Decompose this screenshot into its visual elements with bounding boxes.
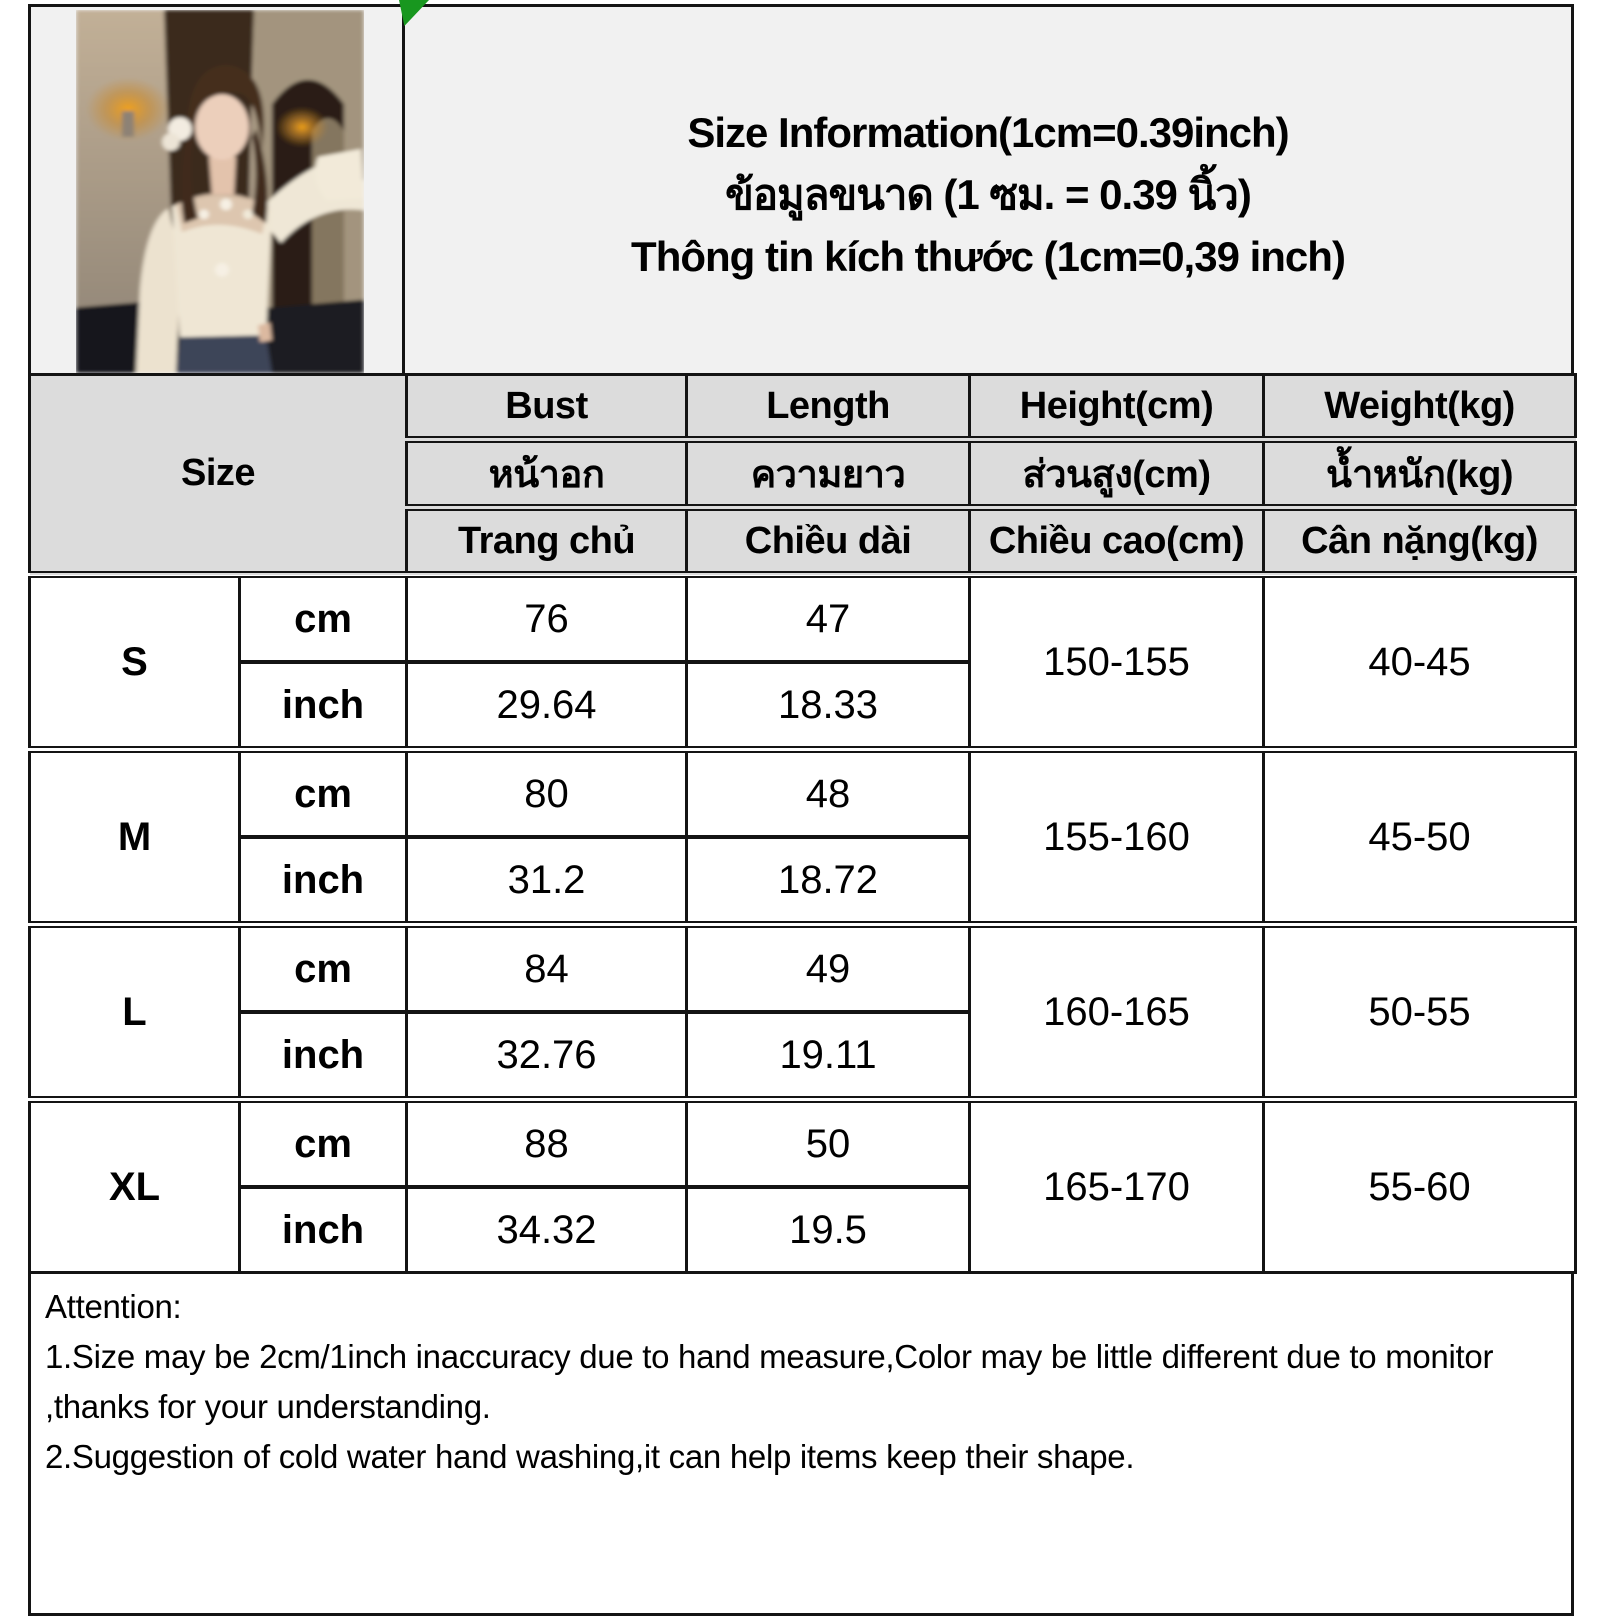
title-english: Size Information(1cm=0.39inch) xyxy=(687,109,1289,156)
header-weight-en: Weight(kg) xyxy=(1262,373,1578,441)
attention-note-1: 1.Size may be 2cm/1inch inaccuracy due t… xyxy=(45,1338,1494,1426)
unit-label-cm: cm xyxy=(237,571,409,664)
unit-label-inch: inch xyxy=(237,1010,409,1101)
size-row-s-cm: S cm 76 47 150-155 40-45 xyxy=(28,571,1578,751)
header-bust-th: หน้าอก xyxy=(405,436,689,509)
attention-note-2: 2.Suggestion of cold water hand washing,… xyxy=(45,1438,1135,1476)
header-height-en: Height(cm) xyxy=(968,373,1266,441)
size-info-header: Size Information(1cm=0.39inch) ข้อมูลขนา… xyxy=(405,4,1574,376)
xl-bust-inch: 34.32 xyxy=(405,1185,689,1274)
header-row-english: Size Bust Length Height(cm) Weight(kg) xyxy=(27,373,1578,576)
attention-section: Attention: 1.Size may be 2cm/1inch inacc… xyxy=(28,1271,1574,1616)
xl-weight-range: 55-60 xyxy=(1262,1096,1578,1274)
m-length-inch: 18.72 xyxy=(685,835,972,926)
unit-label-inch: inch xyxy=(237,835,409,926)
size-label-s: S xyxy=(28,571,241,751)
m-weight-range: 45-50 xyxy=(1262,746,1578,926)
size-chart-sheet: Size Information(1cm=0.39inch) ข้อมูลขนา… xyxy=(27,0,1578,1616)
header-row-thai: หน้าอก ความยาว ส่วนสูง(cm) น้ำหนัก(kg) xyxy=(30,436,1578,509)
s-bust-cm: 76 xyxy=(405,571,689,664)
unit-label-cm: cm xyxy=(237,746,409,839)
unit-label-cm: cm xyxy=(237,1096,409,1189)
s-weight-range: 40-45 xyxy=(1262,571,1578,751)
header-weight-th: น้ำหนัก(kg) xyxy=(1262,436,1578,509)
header-length-vi: Chiều dài xyxy=(685,504,972,576)
header-bust-vi: Trang chủ xyxy=(405,504,689,576)
m-bust-cm: 80 xyxy=(405,746,689,839)
product-photo xyxy=(76,10,364,373)
product-photo-cell xyxy=(28,4,405,376)
product-photo-illustration xyxy=(76,10,364,373)
xl-bust-cm: 88 xyxy=(405,1096,689,1189)
unit-label-inch: inch xyxy=(237,660,409,751)
xl-length-inch: 19.5 xyxy=(685,1185,972,1274)
size-label-m: M xyxy=(28,746,241,926)
size-label-l: L xyxy=(28,921,241,1101)
size-row-m-cm: M cm 80 48 155-160 45-50 xyxy=(28,746,1578,926)
xl-length-cm: 50 xyxy=(685,1096,972,1189)
m-height-range: 155-160 xyxy=(968,746,1266,926)
m-length-cm: 48 xyxy=(685,746,972,839)
top-section: Size Information(1cm=0.39inch) ข้อมูลขนา… xyxy=(28,0,1574,376)
header-height-vi: Chiều cao(cm) xyxy=(968,504,1266,576)
size-row-l-cm: L cm 84 49 160-165 50-55 xyxy=(28,921,1578,1101)
l-bust-inch: 32.76 xyxy=(405,1010,689,1101)
size-row-xl-cm: XL cm 88 50 165-170 55-60 xyxy=(28,1096,1578,1274)
xl-height-range: 165-170 xyxy=(968,1096,1266,1274)
header-bust-en: Bust xyxy=(405,373,689,441)
size-corner-label: Size xyxy=(27,373,409,576)
l-length-cm: 49 xyxy=(685,921,972,1014)
unit-label-inch: inch xyxy=(237,1185,409,1274)
size-row-s-inch: inch 29.64 18.33 xyxy=(30,660,1576,751)
size-row-m-inch: inch 31.2 18.72 xyxy=(30,835,1576,926)
header-weight-vi: Cân nặng(kg) xyxy=(1262,504,1578,576)
size-row-xl-inch: inch 34.32 19.5 xyxy=(30,1185,1576,1274)
m-bust-inch: 31.2 xyxy=(405,835,689,926)
unit-label-cm: cm xyxy=(237,921,409,1014)
s-height-range: 150-155 xyxy=(968,571,1266,751)
l-length-inch: 19.11 xyxy=(685,1010,972,1101)
header-length-en: Length xyxy=(685,373,972,441)
l-height-range: 160-165 xyxy=(968,921,1266,1101)
attention-title: Attention: xyxy=(45,1288,182,1325)
s-bust-inch: 29.64 xyxy=(405,660,689,751)
header-height-th: ส่วนสูง(cm) xyxy=(968,436,1266,509)
title-thai: ข้อมูลขนาด (1 ซม. = 0.39 นิ้ว) xyxy=(725,171,1252,218)
l-weight-range: 50-55 xyxy=(1262,921,1578,1101)
header-row-vietnamese: Trang chủ Chiều dài Chiều cao(cm) Cân nặ… xyxy=(30,504,1578,576)
header-length-th: ความยาว xyxy=(685,436,972,509)
l-bust-cm: 84 xyxy=(405,921,689,1014)
s-length-inch: 18.33 xyxy=(685,660,972,751)
s-length-cm: 47 xyxy=(685,571,972,664)
size-label-xl: XL xyxy=(28,1096,241,1274)
size-row-l-inch: inch 32.76 19.11 xyxy=(30,1010,1576,1101)
size-table: Size Bust Length Height(cm) Weight(kg) ห… xyxy=(27,373,1578,1274)
title-vietnamese: Thông tin kích thước (1cm=0,39 inch) xyxy=(631,233,1346,280)
